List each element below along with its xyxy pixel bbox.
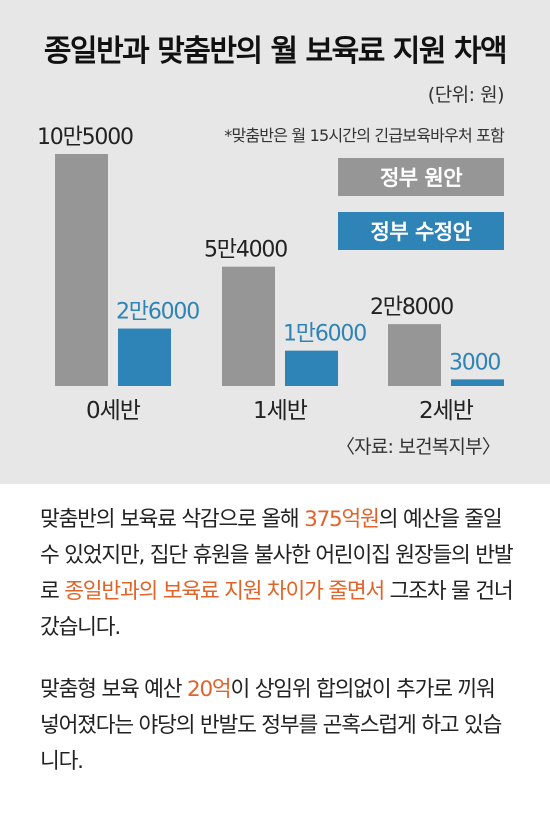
unit-label: (단위: 원) xyxy=(427,84,505,106)
data-label-2세반-정부-원안: 2만8000 xyxy=(370,295,453,320)
p1-text-e: 그조차 물 건너갔습니다. xyxy=(40,579,514,640)
chart-source: 〈자료: 보건복지부〉 xyxy=(335,436,501,458)
data-label-0세반-정부-원안: 10만5000 xyxy=(37,125,133,150)
p2-text-c: 이 상임위 합의없이 추가로 끼워 넣어졌다는 야당의 반발도 정부를 곤혹스럽… xyxy=(40,677,502,774)
category-label-1세반: 1세반 xyxy=(253,398,308,424)
p1-highlight-amount: 375억원 xyxy=(304,507,380,532)
bar-0세반-정부-수정안 xyxy=(118,328,171,386)
p2-text-a: 맞춤형 보육 예산 xyxy=(40,677,187,702)
paragraph-2: 맞춤형 보육 예산 20억이 상임위 합의없이 추가로 끼워 넣어졌다는 야당의… xyxy=(40,672,514,780)
paragraph-1: 맞춤반의 보육료 삭감으로 올해 375억원의 예산을 줄일 수 있었지만, 집… xyxy=(40,502,514,646)
bar-2세반-정부-원안 xyxy=(388,324,441,386)
chart-panel: 종일반과 맞춤반의 월 보육료 지원 차액 (단위: 원) *맞춤반은 월 15… xyxy=(0,0,550,484)
chart-note: *맞춤반은 월 15시간의 긴급보육바우처 포함 xyxy=(224,126,505,145)
bar-1세반-정부-원안 xyxy=(222,266,275,386)
data-label-1세반-정부-수정안: 1만6000 xyxy=(283,322,366,347)
data-label-1세반-정부-원안: 5만4000 xyxy=(204,238,287,263)
bar-2세반-정부-수정안 xyxy=(451,379,504,386)
category-label-0세반: 0세반 xyxy=(86,398,141,424)
p1-text-a: 맞춤반의 보육료 삭감으로 올해 xyxy=(40,507,305,532)
p2-highlight-amount: 20억 xyxy=(186,677,232,702)
category-label-2세반: 2세반 xyxy=(419,398,474,424)
p1-text-c: 의 예산을 줄일 수 있었지만, 집단 휴원을 불사한 어린이집 원장들의 반발… xyxy=(40,507,514,604)
legend-original-plan: 정부 원안 xyxy=(338,158,504,196)
p1-highlight-phrase: 종일반과의 보육료 지원 차이가 줄면서 xyxy=(64,579,385,604)
data-label-0세반-정부-수정안: 2만6000 xyxy=(116,300,199,325)
bar-1세반-정부-수정안 xyxy=(285,350,338,386)
bar-chart: 10만5000 2만6000 0세반 5만4000 1만6000 1세반 2만8000 300… xyxy=(37,125,504,424)
bar-0세반-정부-원안 xyxy=(55,154,108,386)
legend-revised-plan: 정부 수정안 xyxy=(338,212,504,250)
data-label-2세반-정부-수정안: 3000 xyxy=(449,350,500,375)
chart-title: 종일반과 맞춤반의 월 보육료 지원 차액 xyxy=(43,34,508,69)
